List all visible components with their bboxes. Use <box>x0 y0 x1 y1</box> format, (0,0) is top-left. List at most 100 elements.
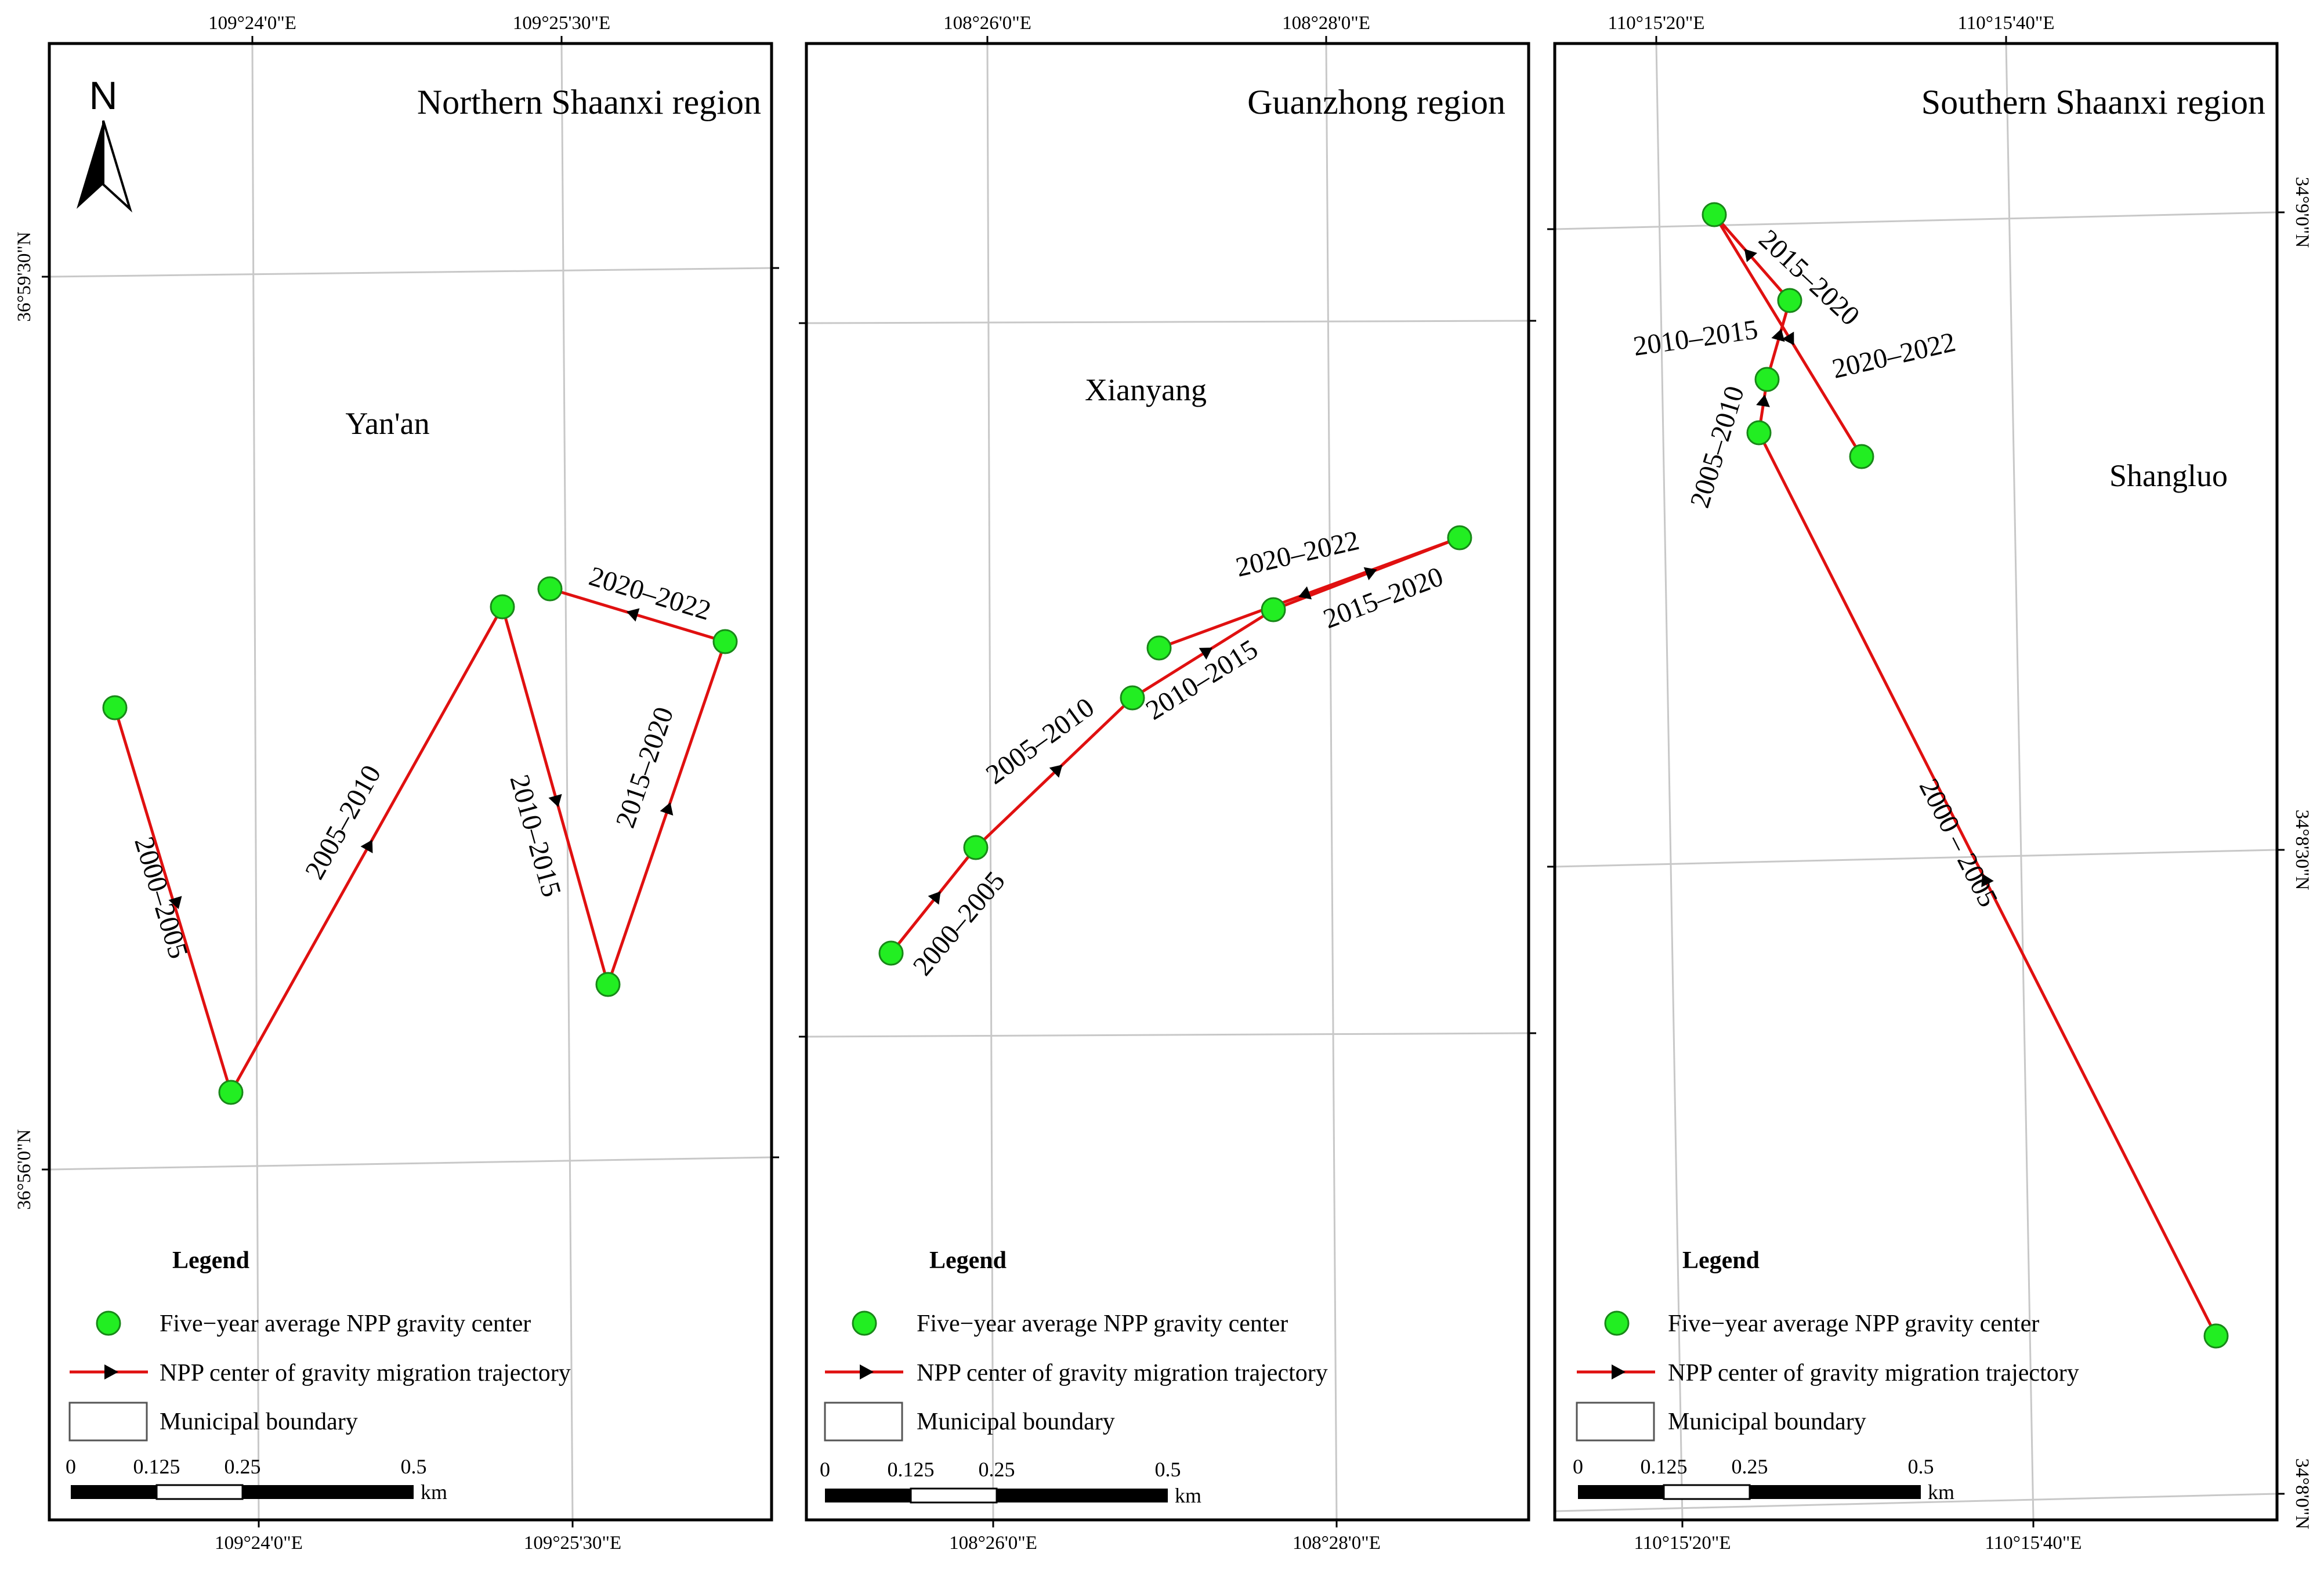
legend-item: Five−year average NPP gravity center <box>917 1310 1288 1337</box>
scale-bar: 0 0.125 0.25 0.5 km <box>66 1455 447 1504</box>
right-tick-label: 34°8'0"N <box>2292 1458 2312 1530</box>
scale-label: 0.5 <box>1908 1455 1934 1478</box>
north-arrow-letter: N <box>89 74 117 118</box>
segment-label: 2005–2010 <box>299 760 388 884</box>
map-frame <box>48 42 773 1522</box>
legend-title: Legend <box>929 1247 1007 1274</box>
scale-label: 0.125 <box>1641 1455 1688 1478</box>
left-tick-label: 36°59'30"N <box>14 231 35 322</box>
legend-item: NPP center of gravity migration trajecto… <box>1668 1360 2079 1386</box>
north-arrow-icon: N <box>77 74 133 213</box>
scale-bar: 0 0.125 0.25 0.5 km <box>1573 1455 1954 1504</box>
gravity-center-2015 <box>1777 288 1802 313</box>
legend-item: Five−year average NPP gravity center <box>1668 1310 2039 1337</box>
legend-item: Municipal boundary <box>1668 1409 1866 1435</box>
segment-label: 2000 – 2005 <box>1913 774 2004 912</box>
segment-label: 2010–2015 <box>504 772 567 900</box>
scale-label: 0 <box>820 1458 830 1481</box>
map-frame <box>805 42 1530 1522</box>
gravity-center-2000 <box>102 695 128 720</box>
gravity-center-2020 <box>1447 525 1472 551</box>
gravity-center-2005 <box>218 1080 244 1105</box>
gravity-center-2010 <box>490 594 515 620</box>
gravity-center-2020 <box>1702 202 1727 227</box>
legend: Legend Five−year average NPP gravity cen… <box>68 1247 571 1442</box>
scale-label: 0.5 <box>401 1455 427 1478</box>
top-tick-label: 108°26'0"E <box>943 13 1031 34</box>
scale-label: 0.25 <box>1732 1455 1768 1478</box>
panel-guanzhong: 108°26'0"E 108°28'0"E 108°26'0"E 108°28'… <box>799 13 1536 1554</box>
graticule <box>806 44 1529 1520</box>
legend-boundary-symbol <box>68 1402 148 1442</box>
scale-unit: km <box>1175 1484 1201 1507</box>
migration-trajectory <box>1713 213 2218 1337</box>
gravity-center-2020 <box>712 629 738 654</box>
gravity-center-2015 <box>1261 597 1286 622</box>
legend-arrow-symbol <box>1612 1364 1626 1380</box>
gravity-center-2022 <box>1146 635 1172 661</box>
segment-label: 2000–2005 <box>128 833 194 962</box>
graticule <box>49 44 772 1520</box>
top-tick-label: 110°15'40"E <box>1957 13 2054 34</box>
scale-unit: km <box>1928 1480 1954 1504</box>
segment-label: 2010–2015 <box>1631 314 1760 362</box>
right-tick-label: 34°8'30"N <box>2292 810 2312 890</box>
gravity-center-2022 <box>537 576 563 602</box>
scale-label: 0.125 <box>133 1455 180 1478</box>
direction-arrows <box>928 567 1377 905</box>
scale-label: 0.125 <box>888 1458 935 1481</box>
top-tick-label: 109°25'30"E <box>513 13 610 34</box>
top-tick-label: 108°28'0"E <box>1282 13 1370 34</box>
legend-point-symbol <box>852 1310 877 1336</box>
frame-ticks <box>1547 36 2285 1527</box>
legend-arrow-symbol <box>104 1364 118 1380</box>
gravity-center-2010 <box>1754 367 1780 392</box>
panel-southern-shaanxi: 110°15'20"E 110°15'40"E 110°15'20"E 110°… <box>1547 13 2312 1554</box>
legend-point-symbol <box>1604 1310 1630 1336</box>
segment-label: 2020–2022 <box>1829 327 1958 385</box>
legend-point-symbol <box>96 1310 121 1336</box>
bottom-tick-label: 110°15'20"E <box>1634 1533 1731 1554</box>
bottom-tick-label: 109°25'30"E <box>524 1533 621 1554</box>
scale-label: 0 <box>1573 1455 1583 1478</box>
top-tick-label: 110°15'20"E <box>1608 13 1704 34</box>
map-frame <box>1553 42 2279 1522</box>
legend-item: Municipal boundary <box>917 1409 1115 1435</box>
region-title: Northern Shaanxi region <box>417 83 761 121</box>
legend-boundary-symbol <box>1576 1402 1655 1442</box>
scale-unit: km <box>421 1480 447 1504</box>
legend-title: Legend <box>172 1247 249 1274</box>
scale-label: 0.25 <box>979 1458 1015 1481</box>
gravity-centers <box>1702 202 2229 1349</box>
bottom-tick-label: 110°15'40"E <box>1985 1533 2082 1554</box>
segment-label: 2000–2005 <box>907 866 1011 982</box>
city-label: Shangluo <box>2109 458 2228 493</box>
city-label: Yan'an <box>345 406 429 441</box>
panel-northern-shaanxi: 109°24'0"E 109°25'30"E 109°24'0"E 109°25… <box>14 13 779 1554</box>
legend-title: Legend <box>1682 1247 1760 1274</box>
gravity-centers <box>878 525 1472 966</box>
left-tick-label: 36°56'0"N <box>14 1129 35 1210</box>
legend-boundary-symbol <box>824 1402 903 1442</box>
scale-label: 0.5 <box>1155 1458 1181 1481</box>
bottom-tick-label: 108°28'0"E <box>1293 1533 1381 1554</box>
segment-label: 2020–2022 <box>585 561 714 627</box>
frame-ticks <box>42 36 779 1527</box>
segment-label: 2005–2010 <box>980 692 1100 791</box>
city-label: Xianyang <box>1085 372 1207 407</box>
gravity-center-2015 <box>595 972 621 997</box>
legend: Legend Five−year average NPP gravity cen… <box>1576 1247 2079 1442</box>
region-title: Southern Shaanxi region <box>1921 83 2265 121</box>
region-title: Guanzhong region <box>1247 83 1505 121</box>
gravity-center-2022 <box>1849 444 1874 469</box>
scale-bar: 0 0.125 0.25 0.5 km <box>820 1458 1201 1507</box>
migration-trajectory <box>113 587 727 1096</box>
top-tick-label: 109°24'0"E <box>208 13 296 34</box>
gravity-center-2005 <box>1746 420 1772 446</box>
legend-item: Five−year average NPP gravity center <box>160 1310 531 1337</box>
scale-label: 0 <box>66 1455 76 1478</box>
legend-arrow-symbol <box>860 1364 874 1380</box>
segment-label: 2015–2020 <box>1319 561 1447 635</box>
gravity-center-2000 <box>878 940 904 966</box>
